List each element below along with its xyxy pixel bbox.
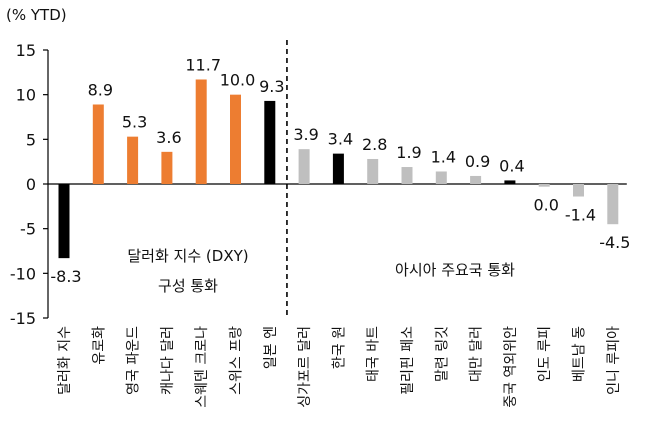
category-label: 말련 링깃: [434, 326, 450, 382]
value-label: -1.4: [565, 206, 596, 225]
category-label: 필리핀 페소: [400, 326, 416, 395]
y-tick-label: 10: [16, 86, 36, 105]
category-label: 캐나다 달러: [160, 326, 176, 395]
category-label: 달러화 지수: [57, 326, 73, 395]
bars: [58, 79, 619, 259]
bar: [538, 184, 550, 187]
value-label: -8.3: [50, 267, 81, 286]
y-tick-label: -10: [10, 264, 36, 283]
category-label: 한국 원: [331, 326, 347, 369]
bar: [367, 158, 379, 184]
bar: [435, 171, 447, 184]
value-label: 3.4: [328, 130, 353, 149]
category-label: 대만 달러: [469, 326, 485, 382]
category-label: 일본 엔: [263, 326, 279, 369]
category-label: 인니 루피아: [606, 326, 622, 395]
category-label: 베트남 동: [572, 326, 588, 382]
value-label: 0.0: [533, 196, 558, 215]
left-group-annotation-line1: 달러화 지수 (DXY): [127, 247, 248, 265]
bar: [161, 151, 173, 184]
category-label: 스위스 프랑: [229, 326, 245, 395]
category-label: 중국 역외위안: [503, 326, 519, 408]
bar: [195, 79, 207, 184]
category-label: 유로화: [91, 326, 107, 365]
category-label: 인도 루피: [537, 326, 553, 382]
y-tick-label: -15: [10, 309, 36, 328]
bar: [573, 184, 584, 197]
value-label: 8.9: [88, 80, 113, 99]
y-tick-label: -5: [20, 220, 36, 239]
value-label: 1.9: [396, 143, 421, 162]
value-label: 3.9: [293, 125, 318, 144]
y-axis-ticks: 15 10 5 0 -5 -10 -15: [10, 41, 48, 328]
bar: [607, 184, 619, 225]
category-labels: 달러화 지수 유로화 영국 파운드 캐나다 달러 스웨덴 크로나 스위스 프랑 일본 엔 싱가…: [57, 326, 622, 408]
value-label: 0.4: [499, 156, 524, 175]
category-label: 영국 파운드: [126, 326, 142, 395]
bar: [401, 167, 413, 184]
bar: [504, 180, 516, 184]
value-label: 10.0: [220, 71, 256, 90]
bar: [264, 100, 276, 184]
bar: [127, 136, 139, 184]
y-axis-label: (% YTD): [6, 6, 67, 24]
bar: [58, 184, 70, 259]
value-label: 0.9: [465, 152, 490, 171]
value-label: 2.8: [362, 135, 387, 154]
value-label: 11.7: [185, 55, 221, 74]
left-group-annotation-line2: 구성 통화: [158, 277, 218, 295]
value-label: -4.5: [599, 233, 630, 252]
category-label: 싱가포르 달러: [297, 326, 313, 408]
value-label: 9.3: [259, 77, 284, 96]
value-label: 3.6: [156, 128, 181, 147]
y-tick-label: 5: [26, 130, 36, 149]
right-group-annotation: 아시아 주요국 통화: [395, 261, 515, 279]
bar: [470, 175, 482, 184]
bar: [332, 153, 344, 184]
value-labels: -8.3 8.9 5.3 3.6 11.710.0 9.3 3.9 3.4 2.8 1.9 1.4 0…: [50, 55, 630, 286]
value-label: 5.3: [122, 113, 147, 132]
y-tick-label: 0: [26, 175, 36, 194]
category-label: 태국 바트: [366, 326, 382, 382]
bar: [92, 104, 104, 184]
bar: [298, 149, 310, 184]
category-label: 스웨덴 크로나: [194, 326, 210, 408]
value-label: 1.4: [431, 147, 456, 166]
bar: [230, 94, 241, 184]
y-tick-label: 15: [16, 41, 36, 60]
